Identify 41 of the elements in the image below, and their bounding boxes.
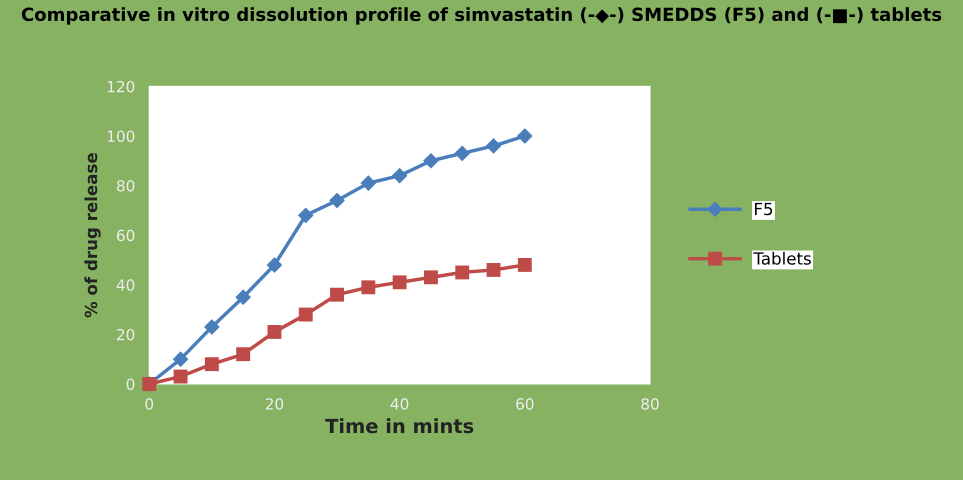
- y-tick-label: 120: [108, 80, 134, 92]
- chart-title: Comparative in vitro dissolution profile of simvastatin (-◆-) SMEDDS (F5) and (-■-) tablets: [22, 7, 942, 25]
- point: [424, 270, 438, 284]
- point: [172, 352, 188, 367]
- x-tick-label: 80: [641, 398, 659, 410]
- point: [454, 146, 470, 161]
- point: [236, 347, 250, 362]
- x-tick-label: 40: [390, 398, 408, 410]
- point: [204, 357, 219, 372]
- x-tick-label: 0: [145, 398, 154, 410]
- point: [329, 192, 345, 208]
- legend-label: Tablets: [753, 252, 811, 265]
- point: [268, 324, 282, 339]
- x-axis-title: Time in mints: [325, 418, 474, 434]
- point: [298, 308, 313, 322]
- point: [486, 138, 502, 154]
- x-tick-label: 20: [266, 398, 284, 410]
- point: [392, 275, 407, 290]
- point: [517, 128, 532, 144]
- point: [361, 280, 376, 294]
- point: [360, 176, 376, 191]
- y-axis-title: % of drug release: [84, 153, 101, 318]
- point: [518, 258, 532, 272]
- legend-label: F5: [755, 202, 772, 216]
- y-tick-label: 0: [126, 378, 134, 390]
- point: [392, 168, 408, 184]
- y-tick-label: 60: [117, 230, 134, 242]
- y-tick-label: 20: [117, 328, 134, 340]
- point: [298, 208, 314, 223]
- point: [486, 262, 500, 277]
- point: [330, 288, 344, 302]
- point: [455, 265, 470, 280]
- y-tick-label: 40: [116, 279, 134, 291]
- point: [266, 257, 282, 273]
- y-tick-label: 80: [116, 180, 134, 192]
- point: [204, 319, 220, 335]
- point: [174, 370, 188, 384]
- point: [236, 290, 251, 305]
- y-tick-label: 100: [108, 130, 134, 142]
- x-tick-label: 60: [516, 398, 534, 410]
- point: [423, 153, 439, 168]
